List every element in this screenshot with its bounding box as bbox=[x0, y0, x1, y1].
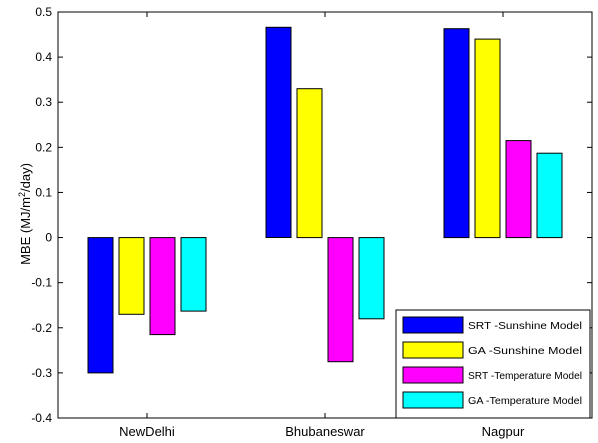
legend-label-4: GA -Temperature Model bbox=[468, 396, 582, 407]
y-tick-label: 0.3 bbox=[35, 95, 52, 109]
bar-1-bhubaneswar bbox=[265, 26, 292, 238]
bar-2-newdelhi bbox=[118, 237, 145, 315]
legend: SRT -Sunshine Model GA -Sunshine Model SRT… bbox=[395, 309, 591, 419]
bar-1-nagpur bbox=[443, 28, 470, 239]
y-tick-label: -0.1 bbox=[31, 276, 52, 290]
bar-4-bhubaneswar bbox=[358, 237, 385, 320]
y-tick-label: 0.4 bbox=[35, 50, 52, 64]
legend-label-1: SRT -Sunshine Model bbox=[468, 321, 582, 332]
y-tick-label: 0.2 bbox=[35, 140, 52, 154]
y-tick-label: -0.4 bbox=[31, 411, 52, 425]
bar-4-newdelhi bbox=[180, 237, 207, 312]
bar-2-nagpur bbox=[474, 38, 501, 239]
legend-swatch-1 bbox=[402, 316, 464, 334]
legend-swatch-3 bbox=[402, 366, 464, 384]
plot-area: -0.4 -0.3 -0.2 -0.1 0 0.1 0.2 0.3 0.4 0.5 NewDelhi… bbox=[31, 5, 593, 439]
bar-2-bhubaneswar bbox=[296, 88, 323, 239]
legend-label-2: GA -Sunshine Model bbox=[468, 346, 582, 357]
bar-3-newdelhi bbox=[149, 237, 176, 336]
y-tick-label: 0.5 bbox=[35, 5, 52, 19]
bar-3-bhubaneswar bbox=[327, 237, 354, 363]
bar-3-nagpur bbox=[505, 140, 532, 239]
legend-swatch-2 bbox=[402, 341, 464, 359]
y-axis-label-superscript: 2 bbox=[17, 192, 27, 197]
y-tick-label: 0.1 bbox=[35, 185, 52, 199]
bar-1-newdelhi bbox=[87, 237, 114, 374]
y-axis-label-main: MBE (MJ/m bbox=[18, 197, 33, 265]
y-axis-label-rest: /day) bbox=[18, 163, 33, 192]
x-tick-label-nagpur: Nagpur bbox=[482, 424, 525, 439]
legend-label-3: SRT -Temperature Model bbox=[468, 371, 582, 382]
x-tick-label-newdelhi: NewDelhi bbox=[119, 424, 175, 439]
x-tick-label-bhubaneswar: Bhubaneswar bbox=[285, 424, 365, 439]
legend-swatch-4 bbox=[402, 391, 464, 409]
y-axis-label: MBE (MJ/m2/day) bbox=[17, 163, 33, 265]
y-tick-label: -0.3 bbox=[31, 366, 52, 380]
bar-4-nagpur bbox=[536, 152, 563, 239]
y-tick-label: -0.2 bbox=[31, 321, 52, 335]
svg-text:MBE (MJ/m2/day): MBE (MJ/m2/day) bbox=[17, 163, 33, 265]
y-tick-label: 0 bbox=[45, 231, 52, 245]
